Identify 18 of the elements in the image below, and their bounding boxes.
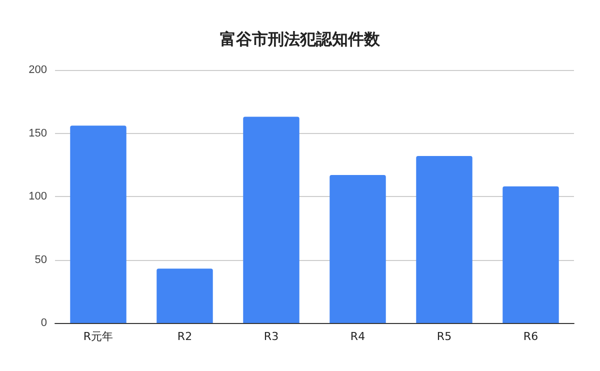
bar [330,174,386,323]
bar [243,116,300,323]
x-tick-label: R2 [177,330,192,343]
y-tick-label: 50 [34,254,47,266]
x-tick-label: R6 [523,330,538,343]
x-tick-label: R3 [264,330,279,343]
y-tick-label: 200 [28,64,47,76]
y-tick-label: 100 [28,190,47,202]
bar [502,186,559,323]
bar [156,268,213,323]
x-tick-label: R元年 [83,330,114,343]
x-tick-label: R5 [436,330,452,343]
chart-title: 富谷市刑法犯認知件数 [220,30,381,48]
y-tick-label: 0 [40,317,47,329]
y-tick-label: 150 [28,127,47,140]
bar [416,156,472,323]
bar [70,126,126,323]
x-tick-label: R4 [350,330,366,343]
